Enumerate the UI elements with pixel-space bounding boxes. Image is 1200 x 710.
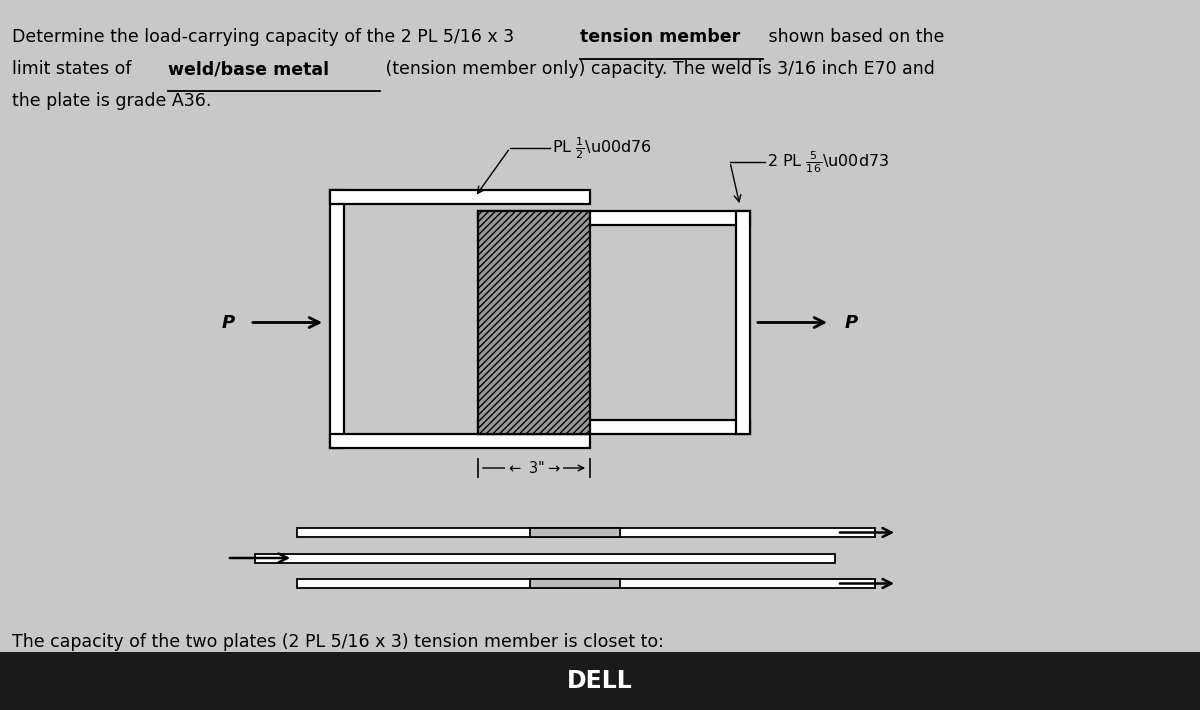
Text: 2 PL $\frac{5}{16}$\u00d73: 2 PL $\frac{5}{16}$\u00d73 <box>767 149 889 175</box>
Text: DELL: DELL <box>568 669 632 693</box>
Bar <box>736 211 750 434</box>
Bar <box>330 434 590 448</box>
Bar <box>478 420 750 434</box>
Bar <box>530 528 620 537</box>
Bar <box>478 211 750 225</box>
Text: (tension member only) capacity. The weld is 3/16 inch E70 and: (tension member only) capacity. The weld… <box>380 60 935 78</box>
Text: $\leftarrow$ 3"$\rightarrow$: $\leftarrow$ 3"$\rightarrow$ <box>506 460 562 476</box>
Text: shown based on the: shown based on the <box>763 28 944 46</box>
Text: PL $\frac{1}{2}$\u00d76: PL $\frac{1}{2}$\u00d76 <box>552 135 652 161</box>
Bar <box>530 579 620 588</box>
Bar <box>0 652 1200 710</box>
Bar <box>330 190 590 204</box>
Bar <box>298 579 875 588</box>
Text: Determine the load-carrying capacity of the 2 PL 5/16 x 3: Determine the load-carrying capacity of … <box>12 28 520 46</box>
Text: weld/base metal: weld/base metal <box>168 60 329 78</box>
Text: P: P <box>845 314 858 332</box>
Text: the plate is grade A36.: the plate is grade A36. <box>12 92 211 110</box>
Bar <box>478 211 590 434</box>
Text: The capacity of the two plates (2 PL 5/16 x 3) tension member is closet to:: The capacity of the two plates (2 PL 5/1… <box>12 633 664 651</box>
Text: P: P <box>222 314 235 332</box>
Bar <box>254 554 835 562</box>
Bar <box>298 528 875 537</box>
Text: tension member: tension member <box>580 28 740 46</box>
Text: limit states of: limit states of <box>12 60 137 78</box>
Bar <box>330 190 344 448</box>
